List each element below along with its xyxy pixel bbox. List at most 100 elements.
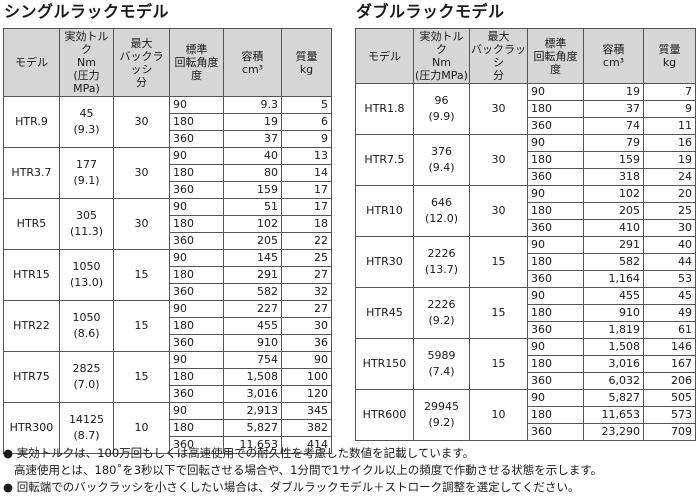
table-row: 180 11,653 573 bbox=[356, 406, 696, 424]
angle-value: 90 bbox=[169, 147, 224, 165]
backlash-value: 30 bbox=[113, 96, 170, 148]
angle-value: 180 bbox=[527, 406, 584, 424]
pressure-value: (9.2) bbox=[428, 416, 455, 429]
col-header-angle: 標準 回転角度度 bbox=[169, 28, 224, 97]
table-row: HTR15 1050 (13.0) 15 90 145 25 bbox=[3, 249, 332, 301]
backlash-value: 30 bbox=[113, 147, 170, 199]
header-row: モデル 実効トルク Nm (圧力MPa) 最大 バックラッシ分標準 回転角度度容積 cm³ 質量… bbox=[3, 28, 332, 97]
table-row: HTR600 29945 (9.2) 10 90 5,827 505 bbox=[355, 389, 696, 441]
col-header-angle: 標準 回転角度度 bbox=[527, 28, 584, 84]
footnotes: ● 実効トルクは、100万回もしくは高速使用での耐久性を考慮した数値を記載してい… bbox=[3, 445, 697, 496]
volume-value: 2,913 bbox=[223, 402, 282, 420]
header-line: 容積 bbox=[241, 49, 264, 63]
volume-value: 455 bbox=[223, 317, 282, 335]
volume-value: 19 bbox=[583, 83, 644, 101]
volume-value: 754 bbox=[223, 351, 282, 369]
volume-value: 145 bbox=[223, 249, 282, 267]
model-name: HTR30 bbox=[355, 236, 414, 288]
volume-value: 11,653 bbox=[583, 406, 644, 424]
table-row: HTR1.8 96 (9.9) 30 90 19 7 bbox=[355, 83, 696, 135]
mass-value: 120 bbox=[281, 385, 332, 403]
mass-value: 20 bbox=[643, 185, 696, 203]
mass-value: 7 bbox=[643, 83, 696, 101]
col-header-mass: 質量 kg bbox=[643, 28, 696, 84]
header-line: 回転角度 bbox=[533, 49, 578, 63]
model-name: HTR300 bbox=[3, 402, 60, 454]
single-rack-title: シングルラックモデル bbox=[4, 2, 170, 21]
table-row: 180 37 9 bbox=[356, 100, 696, 118]
angle-value: 360 bbox=[527, 270, 584, 288]
header-line: 分 bbox=[493, 69, 504, 82]
backlash-value: 15 bbox=[113, 249, 170, 301]
table-row: 180 5,827 382 bbox=[4, 419, 332, 437]
angle-value: 360 bbox=[527, 372, 584, 390]
header-line: 回転角度 bbox=[174, 56, 219, 69]
pressure-value: (7.0) bbox=[73, 378, 100, 391]
mass-value: 53 bbox=[643, 270, 696, 288]
volume-value: 19 bbox=[223, 113, 282, 131]
volume-value: 79 bbox=[583, 134, 644, 152]
mass-value: 9 bbox=[643, 100, 696, 118]
col-header-backlash: 最大 バックラッシ分 bbox=[113, 28, 170, 97]
pressure-value: (9.2) bbox=[428, 314, 455, 327]
header-line: kg bbox=[662, 56, 677, 69]
mass-value: 16 bbox=[643, 134, 696, 152]
angle-value: 90 bbox=[169, 198, 224, 216]
table-row: HTR45 2226 (9.2) 15 90 455 45 bbox=[355, 287, 696, 339]
angle-value: 90 bbox=[169, 402, 224, 420]
volume-value: 6,032 bbox=[583, 372, 644, 390]
model-name: HTR600 bbox=[355, 389, 414, 441]
table-row: HTR150 5989 (7.4) 15 90 1,508 146 bbox=[355, 338, 696, 390]
mass-value: 709 bbox=[643, 423, 696, 441]
header-line: 容積 bbox=[602, 43, 625, 56]
mass-value: 100 bbox=[281, 368, 332, 386]
table-row: 360 318 24 bbox=[356, 168, 696, 186]
header-line: 分 bbox=[136, 75, 147, 89]
table-row: 180 102 18 bbox=[4, 215, 332, 233]
volume-value: 80 bbox=[223, 164, 282, 182]
pressure-value: (13.7) bbox=[424, 263, 459, 276]
header-line: バックラッシ bbox=[471, 43, 526, 69]
mass-value: 25 bbox=[281, 249, 332, 267]
model-name: HTR10 bbox=[355, 185, 414, 237]
col-header-mass: 質量 kg bbox=[281, 28, 332, 97]
volume-value: 910 bbox=[583, 304, 644, 322]
mass-value: 11 bbox=[643, 117, 696, 135]
col-header-backlash: 最大 バックラッシ分 bbox=[469, 28, 528, 84]
header-line: (圧力MPa) bbox=[73, 69, 100, 95]
angle-value: 360 bbox=[169, 334, 224, 352]
volume-value: 1,508 bbox=[223, 368, 282, 386]
header-line: 標準 bbox=[544, 36, 567, 50]
volume-value: 74 bbox=[583, 117, 644, 135]
double-rack-table: モデル 実効トルク Nm (圧力MPa) 最大 バックラッシ分標準 回転角度度容積 cm³ 質量… bbox=[355, 28, 696, 441]
angle-value: 180 bbox=[169, 215, 224, 233]
volume-value: 51 bbox=[223, 198, 282, 216]
model-name: HTR7.5 bbox=[355, 134, 414, 186]
mass-value: 36 bbox=[281, 334, 332, 352]
angle-value: 90 bbox=[527, 83, 584, 101]
header-line: 最大 bbox=[487, 30, 510, 43]
torque-cell: 29945 (9.2) bbox=[413, 389, 470, 441]
mass-value: 414 bbox=[281, 436, 332, 454]
table-row: HTR300 14125 (8.7) 10 90 2,913 345 bbox=[3, 402, 332, 454]
torque-cell: 1050 (8.6) bbox=[59, 300, 114, 352]
header-line: 度 bbox=[191, 69, 202, 82]
torque-cell: 2226 (13.7) bbox=[413, 236, 470, 288]
pressure-value: (9.1) bbox=[73, 174, 100, 187]
torque-value: 29945 bbox=[424, 400, 459, 413]
table-row: 360 23,290 709 bbox=[356, 423, 696, 441]
mass-value: 6 bbox=[281, 113, 332, 131]
torque-cell: 1050 (13.0) bbox=[59, 249, 114, 301]
table-row: HTR22 1050 (8.6) 15 90 227 27 bbox=[3, 300, 332, 352]
torque-value: 2226 bbox=[427, 247, 456, 260]
volume-value: 3,016 bbox=[583, 355, 644, 373]
single-rack-table: モデル 実効トルク Nm (圧力MPa) 最大 バックラッシ分標準 回転角度度容積 cm³ 質量… bbox=[3, 28, 332, 454]
volume-value: 5,827 bbox=[223, 419, 282, 437]
volume-value: 37 bbox=[583, 100, 644, 118]
mass-value: 382 bbox=[281, 419, 332, 437]
double-rack-title: ダブルラックモデル bbox=[356, 2, 505, 21]
backlash-value: 30 bbox=[469, 83, 528, 135]
footnote-2: ● 回転端でのバックラッシを小さくしたい場合は、ダブルラックモデル＋ストローク調… bbox=[3, 480, 580, 494]
torque-value: 96 bbox=[434, 94, 449, 107]
header-line: kg bbox=[299, 62, 314, 76]
